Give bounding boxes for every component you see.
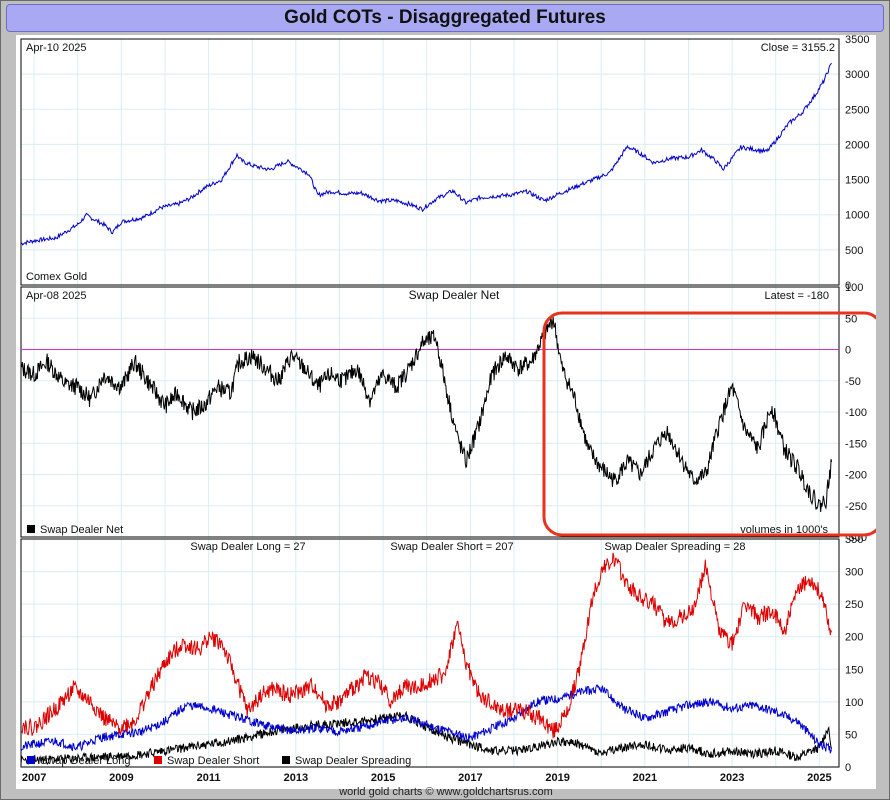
x-tick-label: 2019 <box>545 772 569 784</box>
y-tick-label: 50 <box>845 313 857 325</box>
net-latest-label: Latest = -180 <box>764 290 829 302</box>
swap-dealer-short-line <box>21 552 833 739</box>
credit-text: world gold charts © www.goldchartsrus.co… <box>339 786 553 798</box>
x-tick-label: 2007 <box>22 772 46 784</box>
net-panel-title: Swap Dealer Net <box>409 288 500 302</box>
y-tick-label: 2000 <box>845 139 869 151</box>
y-tick-label: 300 <box>845 567 863 579</box>
swap-dealer-long-line <box>20 684 833 754</box>
y-tick-label: -200 <box>845 470 867 482</box>
y-tick-label: 1000 <box>845 210 869 222</box>
y-tick-label: -150 <box>845 438 867 450</box>
y-tick-label: 0 <box>845 762 851 774</box>
long-legend-top: Swap Dealer Long = 27 <box>190 541 305 553</box>
y-tick-label: 3000 <box>845 69 869 81</box>
net-legend-label: Swap Dealer Net <box>40 524 123 536</box>
y-tick-label: 100 <box>845 697 863 709</box>
panel-frame-1 <box>20 38 840 286</box>
spreading-legend-label: Swap Dealer Spreading <box>295 755 411 767</box>
x-tick-label: 2013 <box>284 772 308 784</box>
y-tick-label: 100 <box>845 282 863 294</box>
y-tick-label: 2500 <box>845 104 869 116</box>
y-tick-label: 150 <box>845 664 863 676</box>
x-tick-label: 2021 <box>633 772 657 784</box>
swap-dealer-net-line <box>20 316 833 513</box>
plot-area: 0 500 1000 1500 2000 2500 3000 3500 Apr-10 2025 C… <box>16 34 884 789</box>
grid-panel-1 <box>21 38 839 286</box>
y-tick-label: 250 <box>845 599 863 611</box>
long-legend-swatch <box>27 756 35 764</box>
price-series-label: Comex Gold <box>26 271 87 283</box>
gold-price-line <box>20 62 832 246</box>
page-title: Gold COTs - Disaggregated Futures <box>284 7 606 28</box>
title-bar: Gold COTs - Disaggregated Futures <box>6 4 884 32</box>
y-tick-label: 200 <box>845 632 863 644</box>
long-legend-label: Swap Dealer Long <box>40 755 131 767</box>
y-tick-label: -50 <box>845 376 861 388</box>
y-tick-label: 50 <box>845 729 857 741</box>
short-legend-swatch <box>154 756 162 764</box>
y-tick-label: 350 <box>845 534 863 546</box>
x-tick-label: 2011 <box>197 772 221 784</box>
price-close-label: Close = 3155.2 <box>761 42 835 54</box>
y-tick-label: 500 <box>845 245 863 257</box>
spreading-legend-top: Swap Dealer Spreading = 28 <box>605 541 746 553</box>
grid-panel-2 <box>21 286 839 538</box>
grid-panel-3 <box>21 538 839 768</box>
y-tick-label: 3500 <box>845 35 869 46</box>
y-tick-label: 0 <box>845 345 851 357</box>
y-tick-label: 1500 <box>845 175 869 187</box>
swap-dealer-spreading-line <box>20 710 833 765</box>
spreading-legend-swatch <box>282 756 290 764</box>
x-tick-label: 2015 <box>371 772 395 784</box>
x-tick-label: 2025 <box>807 772 831 784</box>
net-date-label: Apr-08 2025 <box>26 290 87 302</box>
net-legend-swatch <box>27 525 35 533</box>
y-tick-label: -250 <box>845 501 867 513</box>
x-tick-label: 2017 <box>458 772 482 784</box>
panel-frame-2 <box>20 286 840 538</box>
y-tick-label: -100 <box>845 407 867 419</box>
units-label: volumes in 1000's <box>740 524 828 536</box>
short-legend-top: Swap Dealer Short = 207 <box>390 541 513 553</box>
panel-frame-3 <box>20 538 840 768</box>
x-tick-label: 2023 <box>720 772 744 784</box>
y-tick-label: 0 <box>845 280 851 292</box>
price-date-label: Apr-10 2025 <box>26 42 87 54</box>
short-legend-label: Swap Dealer Short <box>167 755 259 767</box>
x-tick-label: 2009 <box>109 772 133 784</box>
